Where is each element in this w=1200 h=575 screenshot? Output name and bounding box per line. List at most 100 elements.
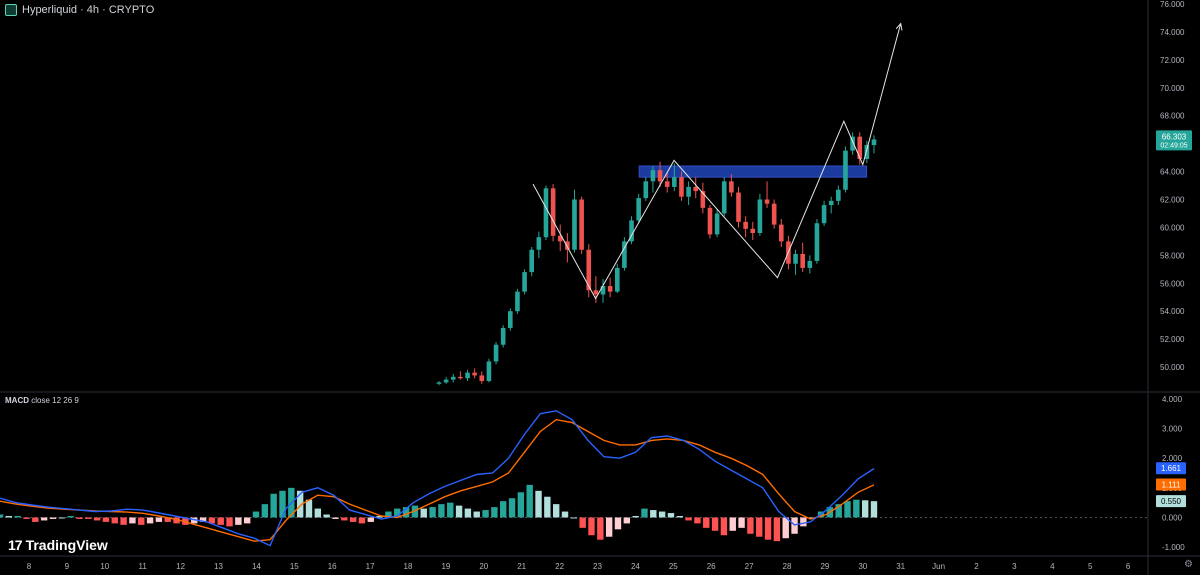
histogram-bar [658,511,666,518]
histogram-bar [447,502,454,518]
candle-body [500,327,506,345]
time-tick-label: 19 [441,562,450,571]
macd-tick-label: 0.000 [1162,513,1183,522]
last-price-tag [1156,130,1192,151]
candle-body [586,249,592,291]
histogram-bar [676,515,683,518]
candle-body [850,136,855,151]
candle-body [579,199,584,250]
candle-body [607,286,613,292]
target-arrow-head [895,22,903,31]
candle-body [764,199,770,204]
signal-value-tag [1156,478,1186,491]
histogram-bar [155,517,163,522]
histogram-bar [146,517,154,524]
pattern-line [532,23,902,300]
settings-gear-icon[interactable]: ⚙ [1184,559,1193,570]
price-tick-label: 76.000 [1160,0,1185,9]
tradingview-brand[interactable]: 17 TradingView [8,537,108,553]
histogram-bar [597,517,604,540]
candle-body [807,260,813,268]
candle-body [600,286,606,295]
histogram-bar [561,511,569,518]
time-tick-label: 11 [139,562,148,571]
histogram-bar [23,517,30,519]
histogram-bar [791,517,798,534]
histogram-bar [341,517,348,521]
histogram-bar [641,508,648,518]
candle-body [493,344,499,362]
candle-body [529,249,535,273]
candle-body [450,376,456,380]
price-tick-label: 64.000 [1160,168,1185,177]
histogram-bar [623,517,631,524]
signal-value-tag-text: 1.111 [1162,481,1181,490]
histogram-bar [605,517,613,537]
price-tick-label: 72.000 [1160,56,1185,65]
histogram-bar [173,517,180,524]
macd-line [0,410,875,547]
histogram-bar [711,517,719,531]
resistance-zone-rect [638,165,868,178]
candle-body [736,192,741,222]
histogram-bar [773,517,781,542]
histogram-bar [508,498,516,518]
histogram-bar [332,517,339,519]
time-tick-label: 10 [100,562,109,571]
histogram-bar [102,517,110,522]
histogram-bar [455,505,463,518]
brand-name: TradingView [25,537,108,553]
histogram-bar [667,513,675,518]
candle-body [472,372,477,376]
histogram-bar [40,517,48,521]
histogram-bar [217,517,224,525]
candle-body [593,290,599,295]
time-tick-label: 23 [593,562,602,571]
chart-header[interactable]: Hyperliquid · 4h · CRYPTO [5,4,154,16]
candle-body [486,361,492,382]
price-tick-label: 54.000 [1160,307,1185,316]
time-tick-label: Jun [932,562,945,571]
macd-name: MACD [5,396,29,405]
time-tick-label: 15 [290,562,299,571]
histogram-bar [720,517,728,536]
macd-tick-label: -1.000 [1162,543,1185,552]
candle-body [814,223,820,261]
histogram-bar [235,517,242,525]
price-tick-label: 70.000 [1160,84,1185,93]
candle-body [465,372,470,379]
candle-body [479,375,485,382]
histogram-bar [526,484,533,518]
price-tick-label: 56.000 [1160,279,1185,288]
macd-value-tag-text: 1.661 [1161,464,1182,473]
histogram-bar [411,505,419,518]
histogram-bar [870,501,878,518]
macd-legend[interactable]: MACD close 12 26 9 [5,396,79,405]
histogram-bar [14,515,21,518]
axes: 50.00052.00054.00056.00058.00060.00062.0… [27,0,1192,571]
histogram-bar [32,517,39,522]
candle-body [636,198,641,221]
histogram-bar [252,511,260,518]
time-tick-label: 30 [858,562,867,571]
candle-body [629,220,634,242]
histogram-bar [0,514,4,518]
histogram-bar [517,492,525,518]
histogram-bar [261,504,269,518]
histogram-bar [279,490,286,518]
histogram-bar [552,504,560,518]
histogram-bar [853,499,860,518]
candle-body [714,213,720,235]
candle-body [793,253,798,264]
signal-line [0,418,875,542]
time-tick-label: 14 [252,562,261,571]
candle-body [679,177,684,197]
candle-body [771,203,777,225]
histogram-bar [685,517,692,521]
time-tick-label: 8 [27,562,32,571]
price-tick-label: 62.000 [1160,195,1185,204]
histogram-bar [482,510,489,518]
candle-body [436,382,442,384]
